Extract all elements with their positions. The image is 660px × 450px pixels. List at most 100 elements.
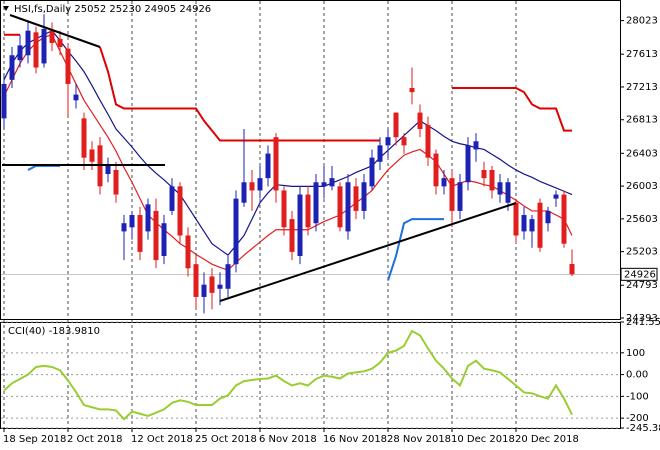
candle-body xyxy=(161,223,167,256)
candle-body xyxy=(473,141,479,150)
y-tick-label: 241.5552 xyxy=(626,317,660,328)
candle-body xyxy=(185,235,191,269)
plot-layer xyxy=(1,14,575,421)
overlay-line xyxy=(3,34,573,271)
candle-body xyxy=(385,137,391,146)
y-tick-label: 24393 xyxy=(626,313,658,324)
candle-body xyxy=(393,112,399,138)
x-tick-label: 18 Sep 2018 xyxy=(3,434,66,445)
x-tick-label: 10 Dec 2018 xyxy=(451,434,515,445)
candle-body xyxy=(361,182,367,211)
x-tick-label: 2 Oct 2018 xyxy=(67,434,122,445)
candle-body xyxy=(113,169,119,195)
y-tick-label: 28023 xyxy=(626,16,658,27)
candle-body xyxy=(169,186,175,211)
candle-body xyxy=(57,38,63,48)
candle-body xyxy=(401,137,407,146)
y-tick-label: -200 xyxy=(626,413,649,424)
candle-body xyxy=(305,194,311,228)
y-tick-label: 26003 xyxy=(626,181,658,192)
candle-body xyxy=(89,149,95,162)
candle-body xyxy=(153,210,159,261)
candle-body xyxy=(25,30,31,56)
x-tick-label: 20 Dec 2018 xyxy=(515,434,579,445)
candle-body xyxy=(521,215,527,232)
candle-body xyxy=(145,204,151,232)
candle-body xyxy=(569,264,575,275)
candle-body xyxy=(465,145,471,183)
cci-line xyxy=(3,329,573,421)
x-tick-label: 6 Nov 2018 xyxy=(259,434,317,445)
candle-body xyxy=(65,48,71,84)
y-tick-label: 100 xyxy=(626,348,645,359)
x-tick-label: 25 Oct 2018 xyxy=(195,434,257,445)
candle-body xyxy=(257,178,263,191)
overlay-line xyxy=(99,46,380,142)
candle-body xyxy=(137,215,143,252)
candle-body xyxy=(545,210,551,224)
candle-body xyxy=(529,219,535,232)
candle-body xyxy=(1,83,7,119)
candle-body xyxy=(225,264,231,289)
candle-body xyxy=(281,190,287,228)
x-tick-label: 12 Oct 2018 xyxy=(131,434,193,445)
candle-body xyxy=(201,284,207,297)
candle-body xyxy=(241,182,247,203)
candle-body xyxy=(49,30,55,43)
candle-body xyxy=(353,186,359,211)
candle-body xyxy=(209,276,215,293)
candle-body xyxy=(369,157,375,187)
candle-body xyxy=(289,219,295,252)
candle-body xyxy=(441,178,447,187)
candle-body xyxy=(17,45,23,61)
candle-body xyxy=(505,182,511,203)
candle-body xyxy=(553,194,559,199)
y-tick-label: -245.384 xyxy=(626,423,660,434)
chart-title: HSI,fs,Daily 25052 25230 24905 24926 xyxy=(14,4,211,15)
candle-body xyxy=(321,182,327,187)
candle-body xyxy=(513,202,519,236)
last-price-label: 24926 xyxy=(624,269,656,280)
candle-body xyxy=(425,124,431,158)
y-tick-label: 27613 xyxy=(626,49,658,60)
candle-body xyxy=(489,169,495,191)
candle-body xyxy=(273,137,279,191)
candle-body xyxy=(313,182,319,224)
y-tick-label: 25603 xyxy=(626,214,658,225)
candle-body xyxy=(33,32,39,68)
y-tick-label: 25203 xyxy=(626,247,658,258)
candle-body xyxy=(129,215,135,228)
candle-body xyxy=(329,178,335,187)
candle-body xyxy=(121,223,127,232)
candle-body xyxy=(41,29,47,64)
candle-body xyxy=(337,186,343,228)
candle-body xyxy=(105,165,111,175)
candle-body xyxy=(73,94,79,101)
candle-body xyxy=(561,194,567,244)
candle-body xyxy=(217,284,223,289)
overlay-line xyxy=(27,164,60,171)
candle-body xyxy=(233,198,239,265)
y-tick-label: 0.00 xyxy=(626,370,648,381)
trend-line xyxy=(219,202,517,302)
menu-arrow xyxy=(3,6,9,11)
y-tick-label: -100 xyxy=(626,391,649,402)
candle-body xyxy=(9,55,15,80)
main-frame xyxy=(0,0,621,320)
candle-body xyxy=(417,112,423,129)
x-tick-label: 28 Nov 2018 xyxy=(387,434,451,445)
candle-body xyxy=(481,169,487,179)
candle-body xyxy=(81,118,87,158)
y-tick-label: 27213 xyxy=(626,82,658,93)
overlay-line xyxy=(3,29,573,256)
candle-body xyxy=(377,145,383,162)
candle-body xyxy=(345,182,351,232)
candle-body xyxy=(497,182,503,195)
candle-body xyxy=(265,153,271,179)
overlay-line xyxy=(387,218,444,281)
candle-body xyxy=(537,202,543,248)
x-tick-label: 16 Nov 2018 xyxy=(323,434,387,445)
candle-body xyxy=(457,182,463,211)
